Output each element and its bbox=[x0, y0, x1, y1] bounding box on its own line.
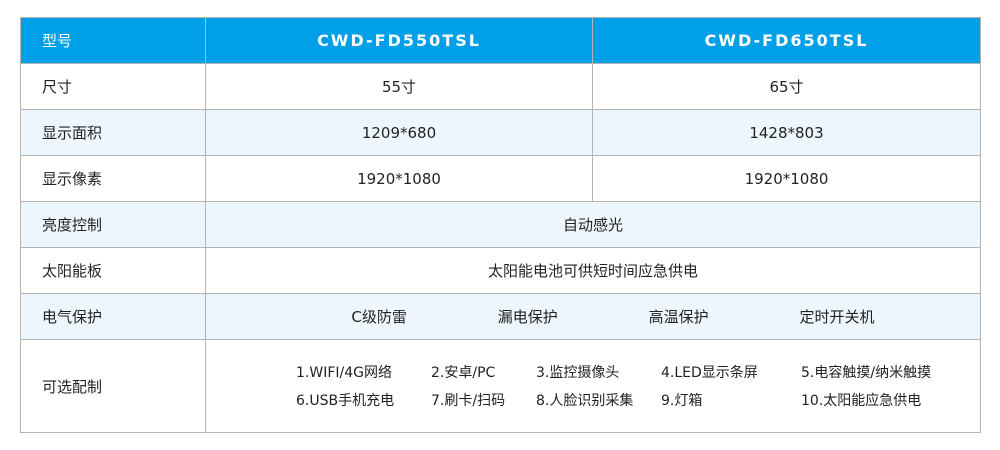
cell: 1428*803 bbox=[592, 109, 981, 156]
option-item: 5.电容触摸/纳米触摸 bbox=[801, 365, 932, 381]
row-label: 显示像素 bbox=[20, 155, 206, 202]
table-row: 尺寸 55寸 65寸 bbox=[20, 63, 981, 110]
option-item: 10.太阳能应急供电 bbox=[801, 393, 922, 409]
cell: 自动感光 bbox=[205, 201, 981, 248]
option-item: 3.监控摄像头 bbox=[536, 365, 620, 381]
table-row: 显示像素 1920*1080 1920*1080 bbox=[20, 155, 981, 202]
cell: 55寸 bbox=[205, 63, 593, 110]
table-row: 可选配制 1.WIFI/4G网络 2.安卓/PC 3.监控摄像头 4.LED显示… bbox=[20, 339, 981, 433]
row-label: 亮度控制 bbox=[20, 201, 206, 248]
protection-item: 定时开关机 bbox=[799, 308, 875, 326]
option-item: 7.刷卡/扫码 bbox=[431, 393, 506, 409]
cell: 1209*680 bbox=[205, 109, 593, 156]
cell: 太阳能电池可供短时间应急供电 bbox=[205, 247, 981, 294]
table-row: 亮度控制 自动感光 bbox=[20, 201, 981, 248]
table-row: 太阳能板 太阳能电池可供短时间应急供电 bbox=[20, 247, 981, 294]
cell: 1920*1080 bbox=[205, 155, 593, 202]
option-item: 4.LED显示条屏 bbox=[661, 365, 758, 381]
protection-item: 漏电保护 bbox=[497, 308, 558, 326]
cell: 1.WIFI/4G网络 2.安卓/PC 3.监控摄像头 4.LED显示条屏 5.… bbox=[205, 339, 981, 433]
cell: C级防雷 漏电保护 高温保护 定时开关机 bbox=[205, 293, 981, 340]
protection-item: C级防雷 bbox=[351, 308, 407, 326]
table-row: 显示面积 1209*680 1428*803 bbox=[20, 109, 981, 156]
protection-item: 高温保护 bbox=[648, 308, 709, 326]
row-label: 尺寸 bbox=[20, 63, 206, 110]
table-row: 电气保护 C级防雷 漏电保护 高温保护 定时开关机 bbox=[20, 293, 981, 340]
spec-table: 型号 CWD-FD550TSL CWD-FD650TSL 尺寸 55寸 65寸 … bbox=[20, 17, 981, 433]
row-label: 电气保护 bbox=[20, 293, 206, 340]
option-item: 8.人脸识别采集 bbox=[536, 393, 634, 409]
option-item: 6.USB手机充电 bbox=[296, 393, 395, 409]
row-label: 可选配制 bbox=[20, 339, 206, 433]
row-label: 显示面积 bbox=[20, 109, 206, 156]
option-item: 9.灯箱 bbox=[661, 393, 703, 409]
header-label: 型号 bbox=[20, 17, 206, 64]
cell: 1920*1080 bbox=[592, 155, 981, 202]
row-label: 太阳能板 bbox=[20, 247, 206, 294]
option-item: 2.安卓/PC bbox=[431, 365, 496, 381]
model-1: CWD-FD550TSL bbox=[205, 17, 593, 64]
option-item: 1.WIFI/4G网络 bbox=[296, 365, 392, 381]
header-row: 型号 CWD-FD550TSL CWD-FD650TSL bbox=[20, 17, 981, 64]
cell: 65寸 bbox=[592, 63, 981, 110]
model-2: CWD-FD650TSL bbox=[592, 17, 981, 64]
